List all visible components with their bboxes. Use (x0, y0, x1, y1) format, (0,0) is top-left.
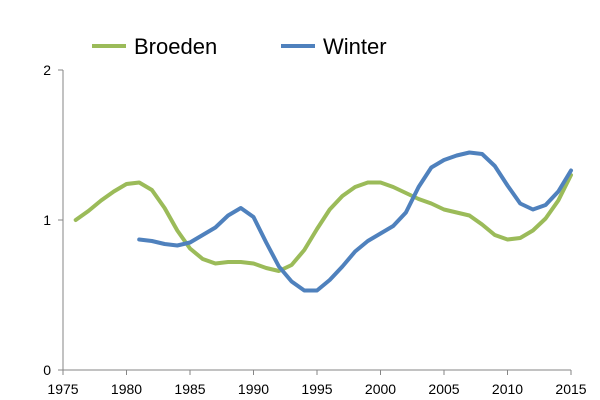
y-tick-label: 0 (43, 362, 51, 378)
x-tick-label: 1975 (47, 381, 78, 397)
x-tick-label: 2010 (492, 381, 523, 397)
axes: 0 1 2 1975 1980 1985 1990 1995 2000 2005 2010 2015 (43, 62, 587, 397)
x-tick-label: 2000 (365, 381, 396, 397)
y-tick-label: 1 (43, 212, 51, 228)
plot-area (73, 150, 573, 293)
legend-label-winter: Winter (323, 34, 387, 59)
x-tick-label: 1980 (111, 381, 142, 397)
x-tick-label: 2005 (428, 381, 459, 397)
legend-label-broeden: Broeden (134, 34, 217, 59)
y-tick-label: 2 (43, 62, 51, 78)
series-line-broeden (73, 173, 573, 273)
x-tick-label: 1985 (174, 381, 205, 397)
legend: Broeden Winter (92, 34, 387, 59)
x-tick-label: 1990 (238, 381, 269, 397)
series-line-winter (137, 150, 573, 293)
x-tick-label: 1995 (301, 381, 332, 397)
x-tick-label: 2015 (555, 381, 586, 397)
